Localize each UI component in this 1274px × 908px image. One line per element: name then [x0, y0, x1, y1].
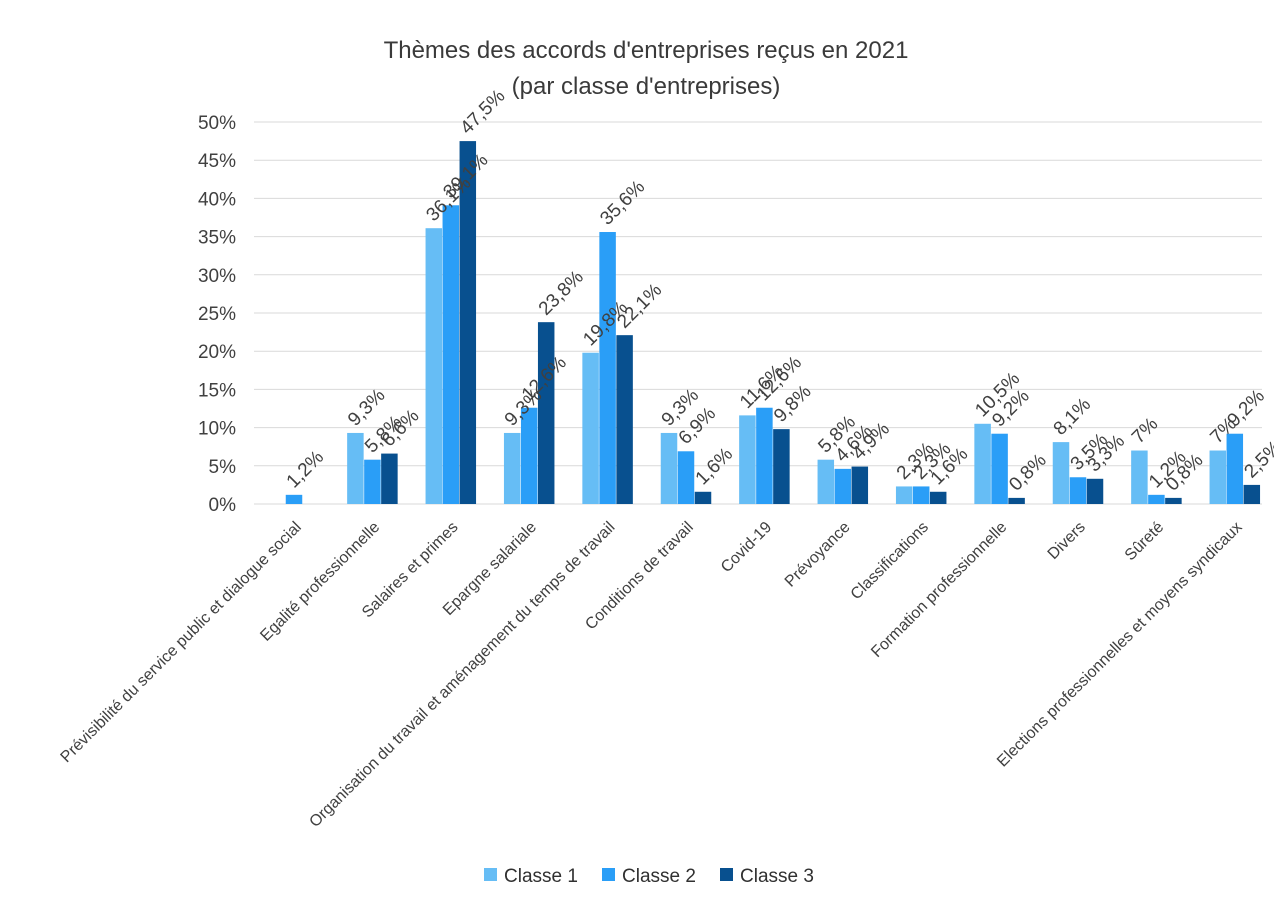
bar: [739, 415, 756, 504]
data-label: 9,2%: [1223, 386, 1269, 432]
y-tick-label: 40%: [198, 189, 236, 210]
bar: [425, 228, 443, 505]
legend-swatch: [720, 868, 733, 881]
category-label: Prévoyance: [782, 519, 854, 591]
data-label: 1,2%: [283, 447, 329, 493]
bar: [1131, 450, 1148, 504]
category-label: Elections professionnelles et moyens syn…: [994, 519, 1246, 771]
bar: [851, 466, 869, 504]
bar: [1008, 497, 1025, 504]
chart-title: Thèmes des accords d'entreprises reçus e…: [384, 37, 909, 64]
bar: [677, 451, 695, 504]
data-label: 8,1%: [1050, 394, 1096, 440]
category-label: Sûreté: [1122, 519, 1167, 564]
bar: [364, 459, 381, 504]
bar: [537, 322, 555, 504]
bar: [347, 432, 364, 504]
category-label: Organisation du travail et aménagement d…: [306, 519, 618, 831]
y-tick-label: 20%: [198, 342, 236, 363]
data-label: 35,6%: [596, 177, 649, 230]
bar: [834, 468, 852, 504]
chart-subtitle: (par classe d'entreprises): [512, 73, 781, 100]
bar: [929, 491, 947, 504]
legend-swatch: [484, 868, 497, 881]
data-label: 6,6%: [378, 406, 424, 452]
y-tick-label: 5%: [209, 457, 237, 478]
bar: [381, 453, 398, 504]
bar: [1086, 478, 1104, 504]
y-tick-label: 50%: [198, 113, 236, 134]
y-tick-label: 30%: [198, 266, 236, 287]
bar: [1243, 484, 1261, 504]
bar: [1209, 450, 1227, 504]
legend-swatch: [602, 868, 615, 881]
y-tick-label: 0%: [209, 495, 237, 516]
bar: [817, 459, 835, 504]
data-label: 0,8%: [1005, 450, 1051, 496]
bar: [520, 407, 538, 504]
category-label: Covid-19: [718, 519, 775, 576]
data-label: 47,5%: [456, 86, 509, 139]
bar: [599, 232, 616, 505]
category-label: Formation professionnelle: [868, 519, 1010, 661]
y-tick-label: 25%: [198, 304, 236, 325]
legend-label: Classe 2: [622, 866, 696, 887]
bar: [1052, 442, 1070, 504]
bar: [1148, 494, 1165, 504]
bar: [616, 335, 633, 504]
bar: [912, 486, 930, 504]
bar: [1165, 497, 1182, 504]
y-tick-label: 45%: [198, 151, 236, 172]
bar: [285, 494, 303, 504]
y-tick-label: 10%: [198, 419, 236, 440]
bar: [756, 407, 773, 504]
category-labels: Prévisibilité du service public et dialo…: [58, 519, 1246, 831]
bar: [582, 352, 599, 504]
bar: [1226, 433, 1244, 504]
bar: [660, 432, 678, 504]
legend-label: Classe 1: [504, 866, 578, 887]
bar: [503, 432, 521, 504]
y-axis-ticks: 0% 5% 10% 15% 20% 25% 30% 35% 40% 45% 50%: [198, 113, 236, 516]
data-label: 7%: [1128, 414, 1162, 448]
bar: [694, 491, 712, 504]
bar: [895, 486, 913, 504]
legend: Classe 1 Classe 2 Classe 3: [484, 866, 814, 887]
y-tick-label: 35%: [198, 228, 236, 249]
data-label: 2,5%: [1240, 437, 1274, 483]
bar: [1069, 477, 1087, 504]
category-label: Divers: [1045, 519, 1089, 563]
bar: [991, 433, 1008, 504]
bar: [773, 429, 790, 504]
legend-label: Classe 3: [740, 866, 814, 887]
bar: [459, 141, 477, 504]
gridlines: [254, 121, 1262, 505]
bars: [285, 141, 1261, 505]
bar: [442, 205, 460, 504]
y-tick-label: 15%: [198, 380, 236, 401]
category-label: Classifications: [848, 519, 932, 603]
data-label: 1,6%: [692, 444, 738, 490]
bar: [974, 423, 991, 504]
